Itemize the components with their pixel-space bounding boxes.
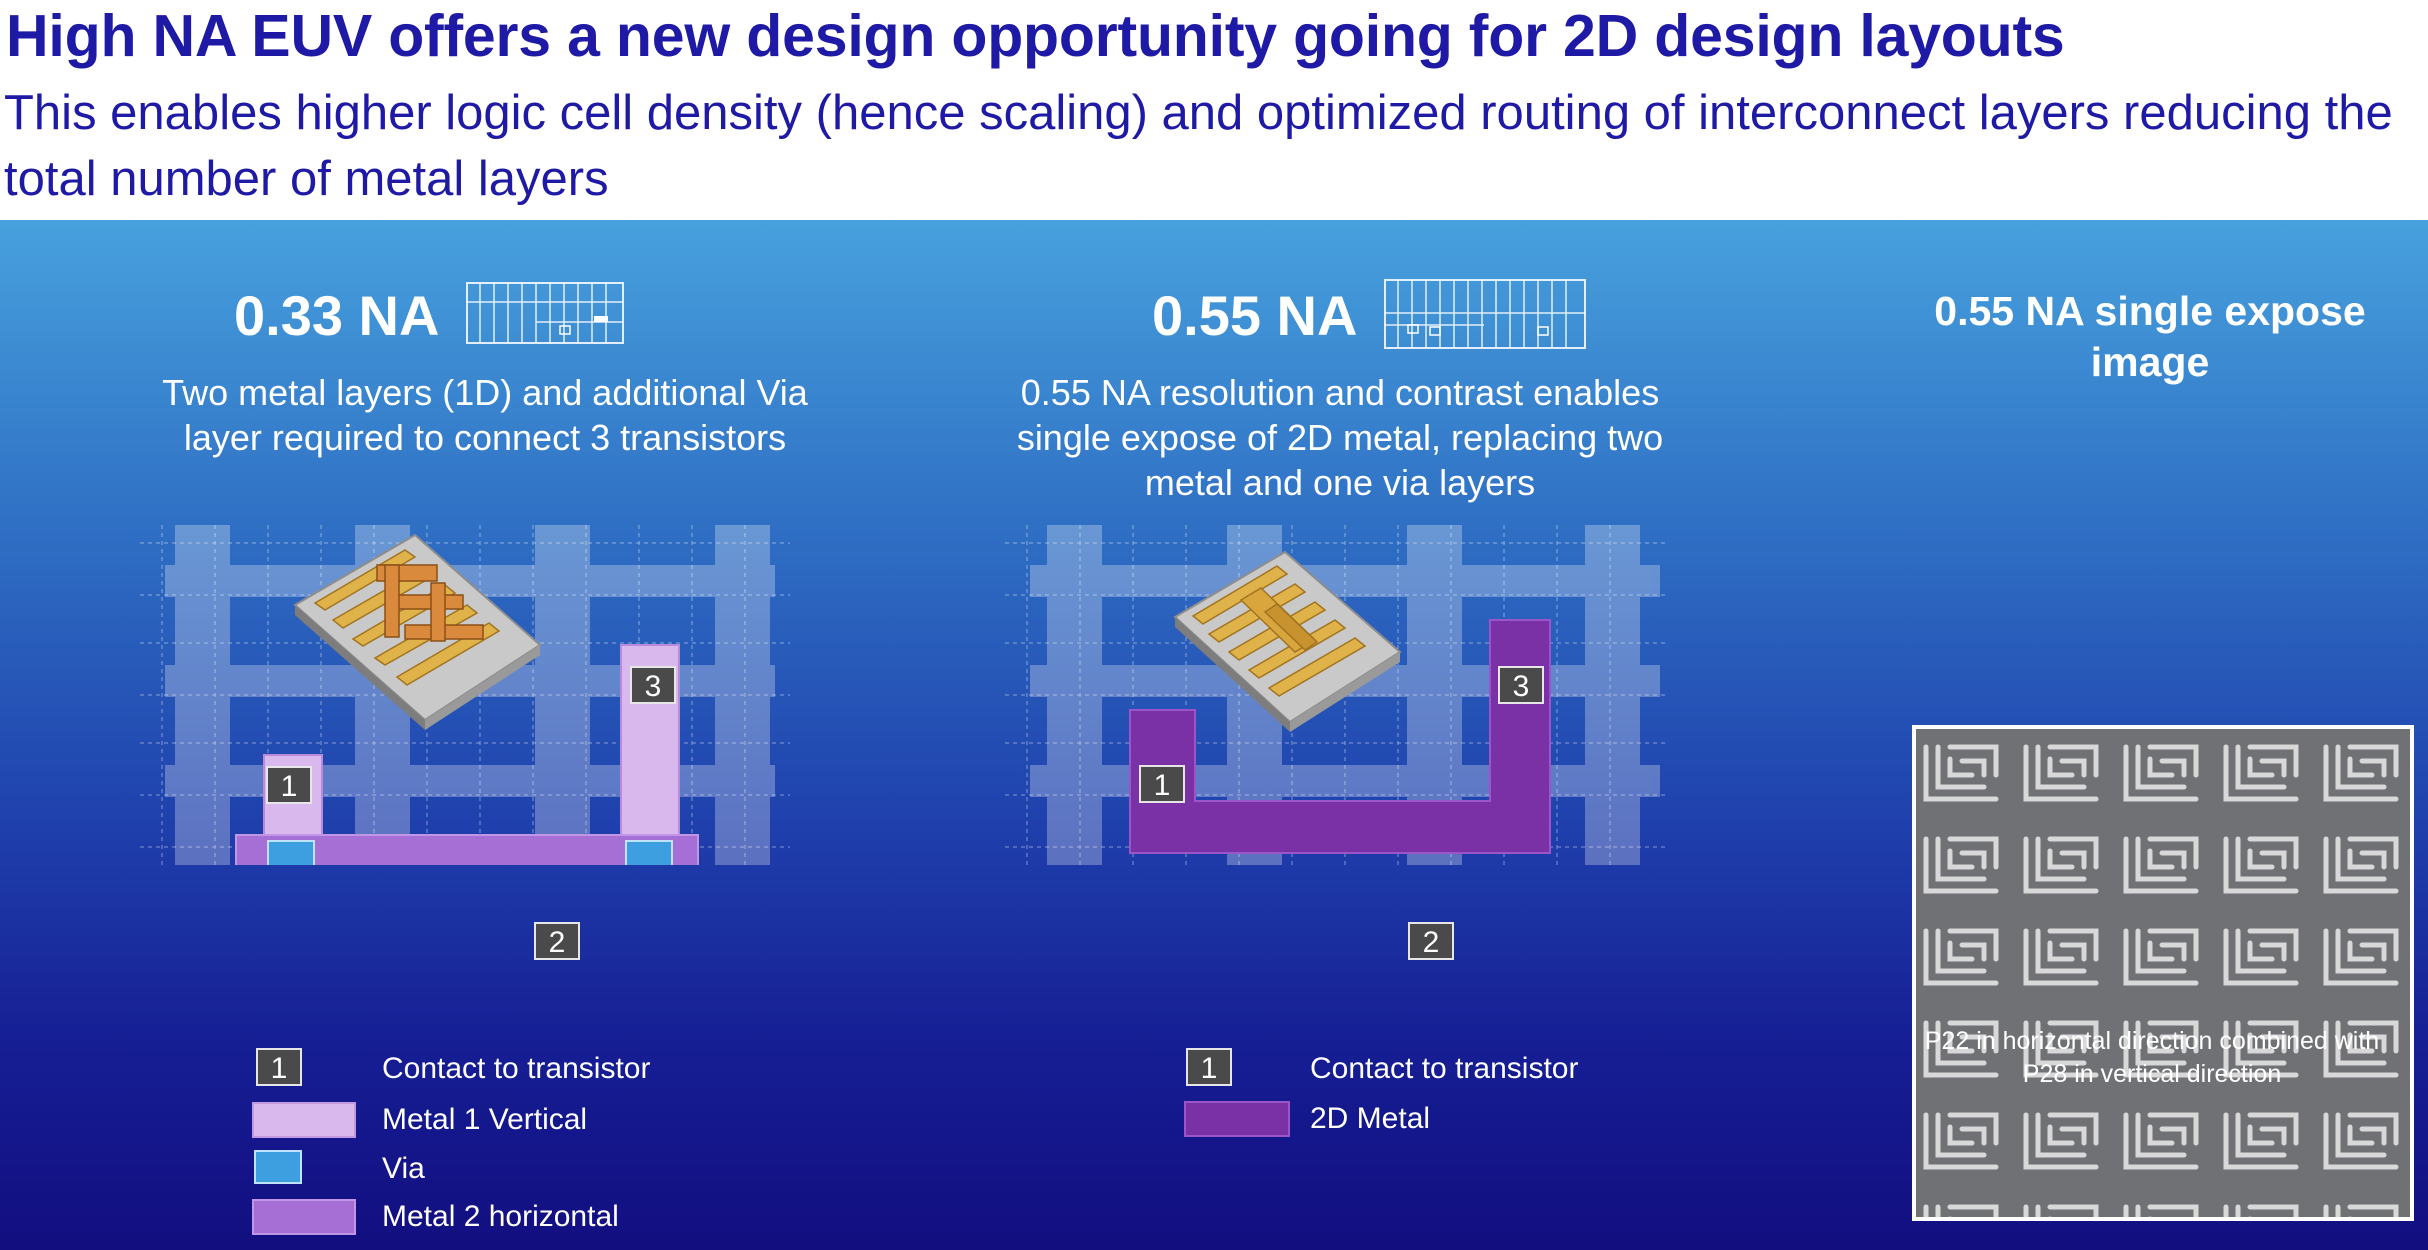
middle-description: 0.55 NA resolution and contrast enables … [1016,372,1664,503]
legend-metal1-swatch [252,1102,356,1138]
sem-caption: P22 in horizontal direction combined wit… [1924,1027,2380,1088]
legend-contact-swatch: 1 [256,1048,302,1086]
contact-label-1: 1 [266,766,312,804]
left-description: Two metal layers (1D) and additional Via… [162,372,808,458]
sem-pattern [1916,729,2410,1217]
contact-label-3: 3 [1498,666,1544,704]
middle-heading: 0.55 NA [1152,284,1358,347]
legend-contact-text: Contact to transistor [382,1052,651,1085]
contact-label-2: 2 [534,922,580,960]
right-heading: 0.55 NA single expose image [1934,288,2366,385]
layout-thumbnail-icon [466,282,624,344]
legend-via-swatch [254,1150,302,1184]
legend-contact-text: Contact to transistor [1310,1052,1579,1085]
legend-2d-metal-text: 2D Metal [1310,1102,1431,1135]
contact-label-1: 1 [1139,765,1185,803]
legend-metal2-text: Metal 2 horizontal [382,1200,619,1233]
page-subtitle: This enables higher logic cell density (… [4,86,2393,206]
header: High NA EUV offers a new design opportun… [0,0,2428,220]
page-title: High NA EUV offers a new design opportun… [6,3,2065,69]
legend-contact-swatch: 1 [1186,1048,1232,1086]
chip-3d-icon [293,533,542,730]
contact-label-2: 2 [1408,922,1454,960]
legend-via-text: Via [382,1152,425,1185]
sem-image [1912,725,2414,1221]
content-panel: 0.33 NA Two metal layers (1D) and additi… [0,220,2428,1250]
contact-label-3: 3 [630,666,676,704]
legend-metal1-text: Metal 1 Vertical [382,1103,588,1136]
left-heading: 0.33 NA [234,284,440,347]
legend-2d-metal-swatch [1184,1101,1290,1137]
legend-metal2-swatch [252,1199,356,1235]
layout-thumbnail-icon [1384,279,1586,349]
chip-3d-icon [1173,550,1402,732]
